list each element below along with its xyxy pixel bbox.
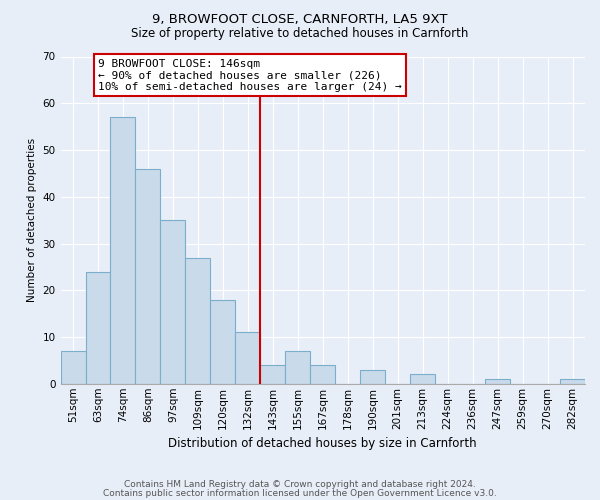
Bar [485,379,510,384]
X-axis label: Distribution of detached houses by size in Carnforth: Distribution of detached houses by size … [169,437,477,450]
Bar [185,258,211,384]
Bar [160,220,185,384]
Bar [410,374,435,384]
Text: 9 BROWFOOT CLOSE: 146sqm
← 90% of detached houses are smaller (226)
10% of semi-: 9 BROWFOOT CLOSE: 146sqm ← 90% of detach… [98,59,402,92]
Bar [360,370,385,384]
Y-axis label: Number of detached properties: Number of detached properties [27,138,37,302]
Bar [235,332,260,384]
Text: Size of property relative to detached houses in Carnforth: Size of property relative to detached ho… [131,28,469,40]
Text: Contains public sector information licensed under the Open Government Licence v3: Contains public sector information licen… [103,488,497,498]
Text: Contains HM Land Registry data © Crown copyright and database right 2024.: Contains HM Land Registry data © Crown c… [124,480,476,489]
Text: 9, BROWFOOT CLOSE, CARNFORTH, LA5 9XT: 9, BROWFOOT CLOSE, CARNFORTH, LA5 9XT [152,12,448,26]
Bar [211,300,235,384]
Bar [110,118,136,384]
Bar [136,168,160,384]
Bar [260,365,286,384]
Bar [286,351,310,384]
Bar [86,272,110,384]
Bar [310,365,335,384]
Bar [61,351,86,384]
Bar [560,379,585,384]
